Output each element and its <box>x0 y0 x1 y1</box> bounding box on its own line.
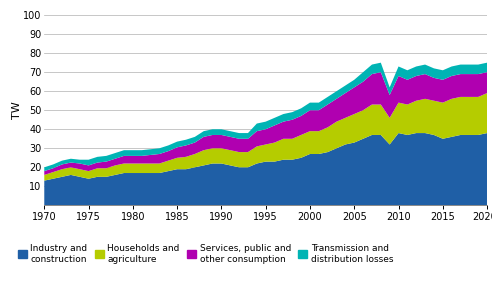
Legend: Industry and
construction, Households and
agriculture, Services, public and
othe: Industry and construction, Households an… <box>18 244 394 264</box>
Y-axis label: TW: TW <box>12 101 22 119</box>
